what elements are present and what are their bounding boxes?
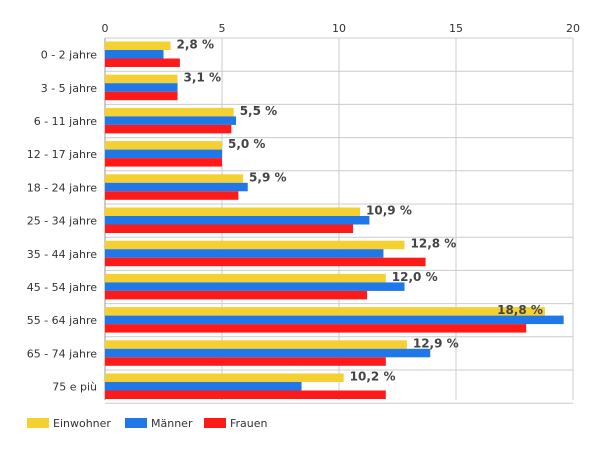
- category-label: 45 - 54 jahre: [27, 281, 98, 294]
- bar-einwohner: [105, 74, 178, 84]
- category-label: 35 - 44 jahre: [27, 248, 98, 261]
- bar-frauen: [105, 224, 354, 233]
- bars: [105, 41, 564, 399]
- category-label: 0 - 2 jahre: [41, 49, 98, 62]
- bar-mnner: [105, 249, 384, 258]
- bar-mnner: [105, 149, 222, 159]
- data-label: 12,8 %: [411, 237, 457, 251]
- category-label: 65 - 74 jahre: [27, 347, 98, 360]
- bar-mnner: [105, 116, 237, 125]
- bar-mnner: [105, 348, 431, 358]
- bar-einwohner: [105, 307, 545, 316]
- data-label: 2,8 %: [177, 38, 214, 52]
- bar-mnner: [105, 315, 564, 325]
- legend-swatch: [204, 418, 226, 428]
- bar-einwohner: [105, 207, 361, 216]
- legend: Einwohner Männer Frauen: [27, 417, 268, 430]
- x-tick-label: 10: [332, 22, 346, 35]
- data-label: 3,1 %: [184, 71, 221, 85]
- data-label: 12,0 %: [392, 270, 438, 284]
- bar-einwohner: [105, 41, 171, 50]
- legend-swatch: [125, 418, 147, 428]
- bar-einwohner: [105, 240, 405, 250]
- x-tick-label: 5: [219, 22, 226, 35]
- bar-frauen: [105, 357, 386, 366]
- bar-mnner: [105, 182, 248, 192]
- bar-frauen: [105, 124, 232, 134]
- bar-frauen: [105, 257, 426, 267]
- data-label: 18,8 %: [497, 303, 543, 317]
- data-label: 5,0 %: [228, 137, 265, 151]
- bar-frauen: [105, 91, 178, 101]
- x-tick-label: 15: [449, 22, 463, 35]
- category-label: 12 - 17 jahre: [27, 148, 98, 161]
- bar-einwohner: [105, 373, 344, 382]
- bar-mnner: [105, 282, 405, 291]
- bar-mnner: [105, 382, 302, 391]
- data-label: 12,9 %: [413, 336, 459, 350]
- data-label: 10,9 %: [366, 204, 412, 218]
- bar-frauen: [105, 158, 222, 167]
- x-axis-ticks: 0 5 10 15 20: [102, 22, 581, 35]
- bar-frauen: [105, 290, 368, 300]
- bar-frauen: [105, 324, 527, 333]
- category-label: 75 e più: [52, 381, 97, 394]
- bar-mnner: [105, 83, 178, 92]
- x-tick-label: 20: [566, 22, 580, 35]
- bar-frauen: [105, 191, 239, 200]
- category-label: 25 - 34 jahre: [27, 215, 98, 228]
- bar-einwohner: [105, 174, 244, 183]
- y-axis-categories: 0 - 2 jahre 3 - 5 jahre 6 - 11 jahre 12 - 1…: [27, 49, 98, 394]
- legend-swatch: [27, 418, 49, 428]
- data-label: 5,9 %: [249, 170, 286, 184]
- data-labels: 2,8 % 3,1 % 5,5 % 5,0 % 5,9 % 10,9 % 12,8 % 12,…: [177, 38, 543, 384]
- bar-einwohner: [105, 340, 407, 349]
- category-label: 6 - 11 jahre: [34, 115, 98, 128]
- bar-mnner: [105, 50, 164, 59]
- data-label: 10,2 %: [350, 370, 396, 384]
- data-label: 5,5 %: [240, 104, 277, 118]
- bar-einwohner: [105, 273, 386, 283]
- legend-label: Frauen: [230, 417, 268, 430]
- bar-mnner: [105, 216, 370, 225]
- bar-einwohner: [105, 107, 234, 117]
- category-label: 18 - 24 jahre: [27, 181, 98, 194]
- legend-label: Einwohner: [53, 417, 111, 430]
- bar-frauen: [105, 390, 386, 399]
- x-tick-label: 0: [102, 22, 109, 35]
- bar-einwohner: [105, 141, 222, 150]
- bar-frauen: [105, 58, 180, 67]
- category-label: 3 - 5 jahre: [41, 82, 98, 95]
- legend-label: Männer: [151, 417, 193, 430]
- category-label: 55 - 64 jahre: [27, 314, 98, 327]
